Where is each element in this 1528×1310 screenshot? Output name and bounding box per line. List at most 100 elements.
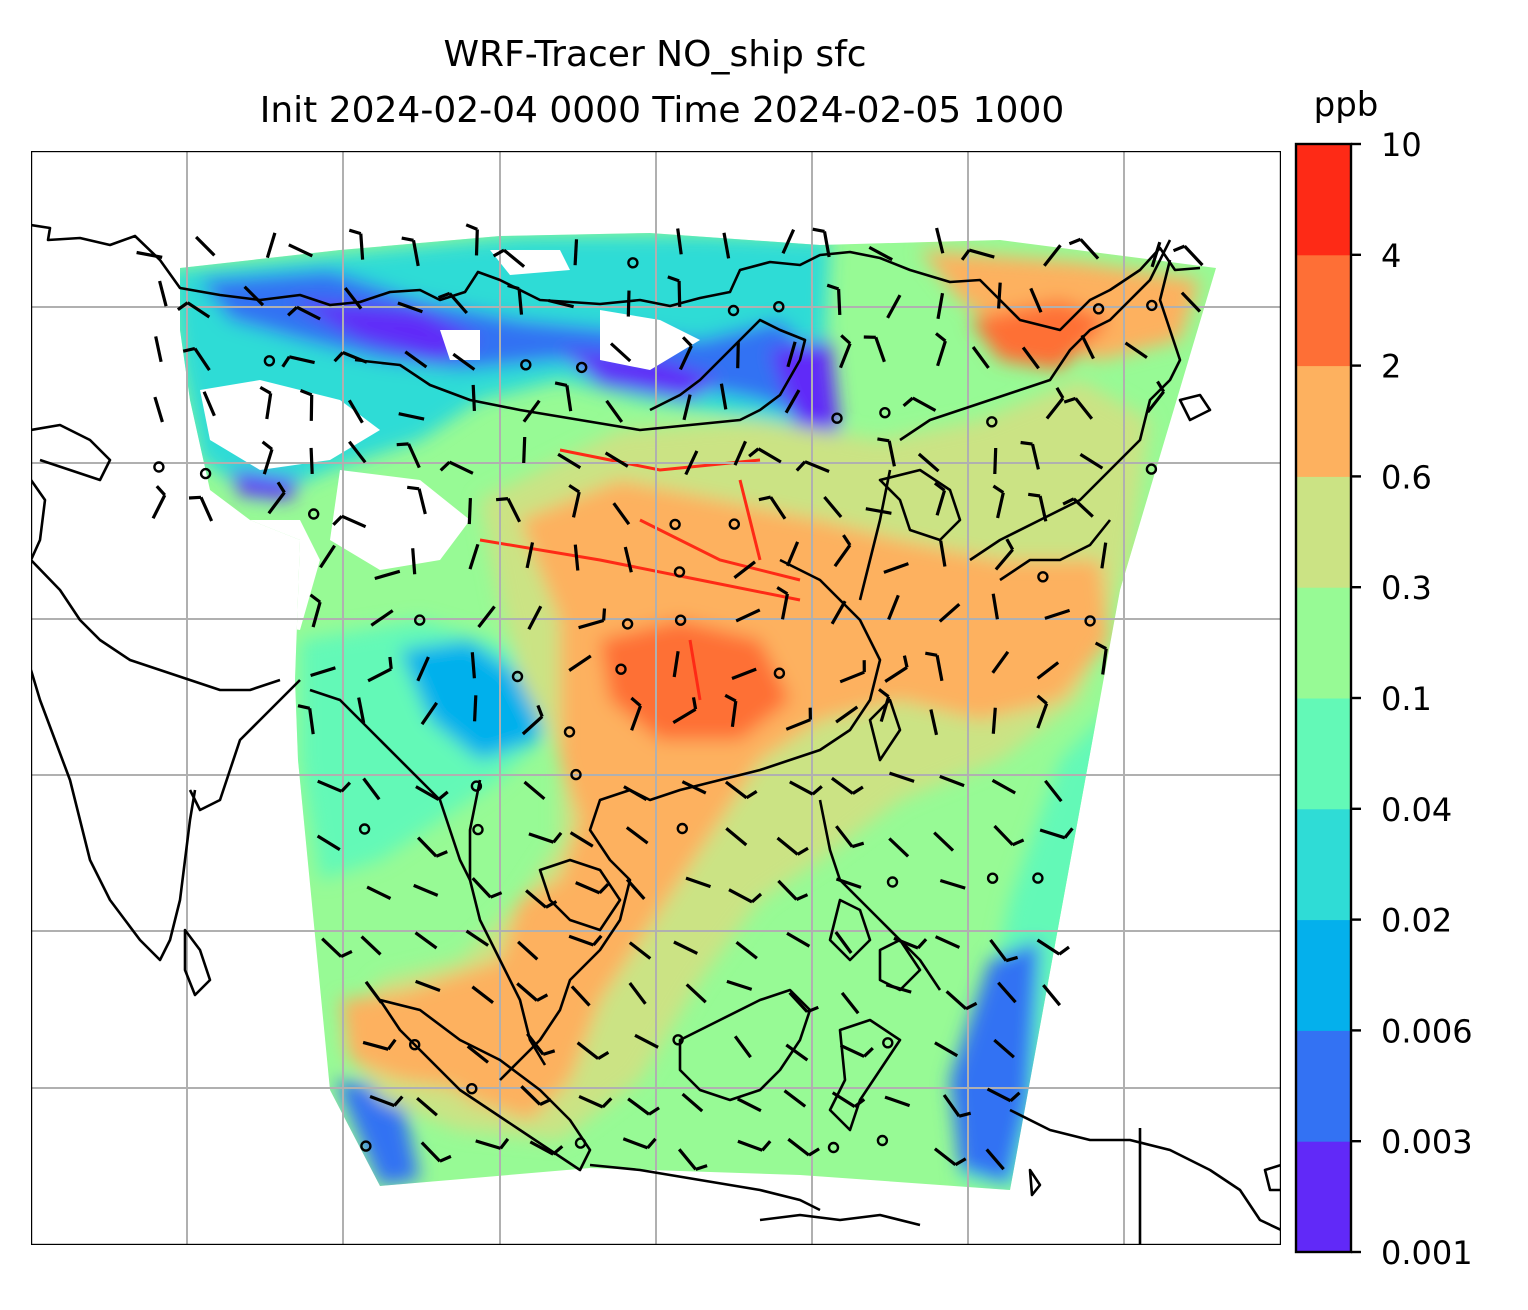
colorbar-tick-label: 2	[1381, 348, 1401, 386]
wind-barb	[625, 826, 649, 845]
wind-barb	[1094, 641, 1108, 675]
wind-barb	[625, 878, 646, 900]
wind-barb	[884, 655, 909, 683]
wind-barb	[776, 836, 809, 856]
wind-barb	[865, 507, 892, 515]
wind-barb	[1124, 341, 1148, 359]
wind-barb	[1036, 694, 1049, 729]
wind-barb	[758, 495, 787, 520]
wind-barb	[261, 440, 274, 475]
wind-barb	[465, 223, 479, 256]
field-west-blue	[400, 640, 540, 760]
wind-barb	[787, 1137, 820, 1157]
calm-wind-circle	[1092, 303, 1105, 315]
wind-barb	[287, 305, 321, 321]
wind-barb	[902, 396, 937, 412]
calm-wind-circle	[621, 618, 634, 630]
wind-barb	[938, 603, 961, 623]
calm-wind-circle	[409, 1038, 421, 1051]
wind-barb	[735, 608, 761, 623]
wind-barb	[991, 650, 1010, 674]
wind-barb	[935, 332, 947, 367]
wind-barb	[986, 1087, 1021, 1103]
calm-wind-circle	[466, 1082, 478, 1095]
wind-barb	[835, 877, 862, 889]
wind-barb	[933, 831, 955, 852]
wind-barb	[319, 544, 336, 569]
wind-barb	[151, 485, 167, 520]
wind-barb	[788, 991, 819, 1014]
wind-barb	[888, 837, 910, 858]
wind-barb	[933, 481, 947, 516]
colorbar-tick-label: 0.04	[1381, 791, 1452, 829]
wind-barb	[877, 437, 896, 467]
colorbar-band-1	[1296, 1030, 1351, 1142]
wind-barb	[839, 660, 866, 684]
wind-barb	[826, 283, 842, 315]
wind-barb	[415, 785, 449, 801]
wind-barb	[473, 695, 478, 722]
wind-barb	[347, 399, 364, 424]
wind-barb	[369, 1095, 404, 1108]
wind-barb	[465, 929, 489, 947]
wind-barb	[868, 245, 893, 262]
field-orange-sw	[340, 990, 500, 1090]
calm-wind-circle	[773, 301, 785, 313]
wind-barb	[1146, 380, 1166, 414]
colorbar-unit-label: ppb	[1314, 85, 1379, 125]
wind-barb	[942, 1094, 972, 1118]
calm-wind-circle	[199, 467, 212, 480]
wind-barb	[1068, 237, 1100, 260]
wind-barb	[991, 778, 1016, 795]
calm-wind-circle	[360, 1140, 372, 1152]
wind-barb	[265, 232, 277, 259]
wind-barb	[997, 282, 1002, 309]
wind-barb	[886, 294, 902, 319]
colorbar-band-7	[1296, 365, 1351, 477]
wind-barb	[733, 560, 756, 579]
wind-barb	[348, 440, 367, 464]
wind-barb	[795, 460, 830, 473]
wind-barb	[834, 931, 853, 954]
colorbar-band-5	[1296, 587, 1351, 699]
wind-barb	[309, 593, 322, 628]
wind-barb	[833, 534, 852, 568]
calm-wind-circle	[1145, 463, 1158, 475]
wind-barb	[525, 542, 535, 569]
wind-barb	[396, 442, 421, 469]
wind-barb	[548, 298, 574, 309]
wind-barb	[176, 301, 211, 319]
wind-barb	[673, 940, 699, 955]
wind-barb	[521, 704, 544, 736]
wind-barb	[1045, 386, 1065, 420]
wind-barb	[929, 709, 939, 736]
wind-barb	[526, 1032, 556, 1056]
wind-barb	[933, 1147, 967, 1167]
wind-barb	[1020, 440, 1040, 470]
wind-barb	[985, 1148, 1005, 1171]
calm-wind-circle	[511, 670, 524, 683]
wind-barb	[993, 447, 998, 475]
colorbar-tick-label: 0.001	[1381, 1234, 1473, 1272]
wind-barb	[934, 1041, 959, 1058]
wind-barb	[719, 383, 728, 410]
wind-barb	[863, 335, 886, 363]
wind-barb	[281, 355, 315, 368]
wind-barb	[989, 938, 1019, 963]
wind-barb	[733, 1035, 752, 1059]
wind-barb	[401, 236, 420, 267]
title-line-2: Init 2024-02-04 0000 Time 2024-02-05 100…	[260, 90, 1065, 131]
wind-barb	[622, 1137, 657, 1150]
wind-barb	[576, 1041, 610, 1060]
field-red-core	[600, 620, 790, 740]
wind-barb	[477, 605, 496, 628]
colorbar-ticks: 0.001 0.003 0.006 0.02 0.04 0.1 0.3 0.6 2 4 10	[1351, 126, 1473, 1272]
wind-barb	[522, 436, 527, 464]
wind-barb	[678, 336, 693, 371]
wind-barb	[830, 600, 847, 625]
calm-wind-circle	[1032, 872, 1044, 884]
calm-wind-circle	[472, 823, 484, 836]
colorbar: ppb 0.001 0.003 0.006 0.02 0.04 0.1 0.3 0.6 2 4 10	[1294, 85, 1473, 1272]
wind-barb	[158, 280, 168, 307]
wind-barb	[893, 936, 928, 950]
